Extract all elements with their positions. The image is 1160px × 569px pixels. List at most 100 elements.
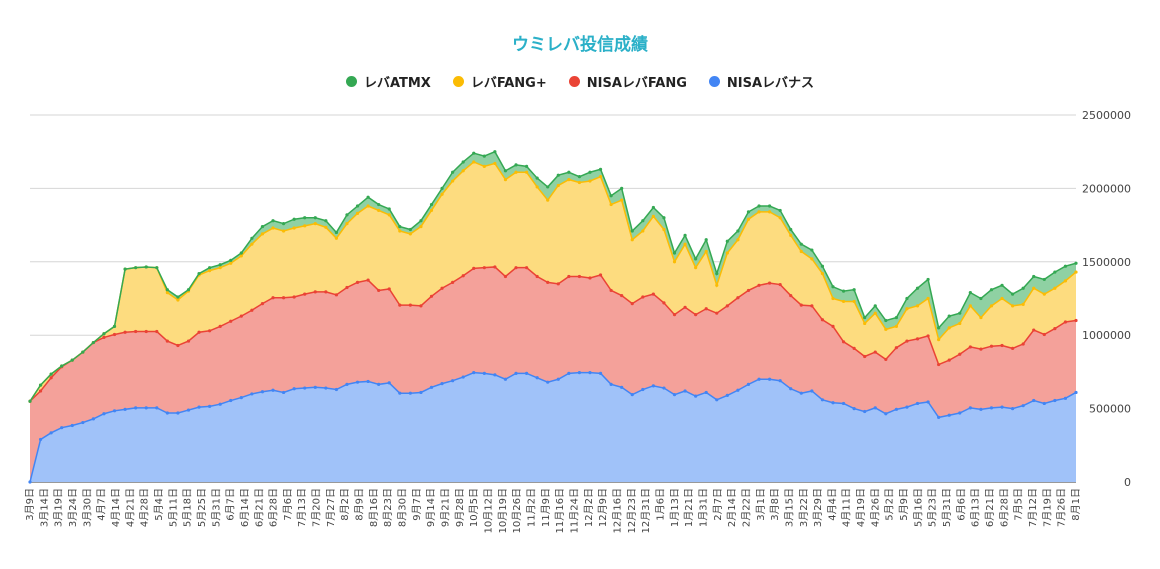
line-nisa-nas-point [841,401,846,406]
line-fang-plus-point [620,198,624,202]
line-atmx-point [630,229,634,233]
line-nisa-nas-point [778,379,782,383]
legend-label-atmx: レバATMX [363,76,431,91]
x-tick-label: 8月23日 [382,488,394,527]
line-nisa-nas-point [461,375,465,379]
line-fang-plus-point [694,266,698,270]
line-fang-plus-point [609,202,613,207]
line-nisa-nas-point [1032,398,1036,403]
x-tick-label: 10月5日 [468,488,480,527]
line-fang-plus-point [165,291,169,295]
line-atmx-point [377,202,381,207]
line-nisa-nas-point [789,387,793,391]
line-atmx-point [493,150,497,154]
line-fang-plus-point [260,232,265,236]
line-atmx-point [683,233,687,237]
line-nisa-fang-point [377,288,381,293]
line-atmx-point [556,173,560,177]
y-tick-label: 1000000 [1082,329,1131,342]
line-atmx-point [884,318,888,323]
line-fang-plus-point [514,170,518,174]
line-atmx-point [799,242,803,246]
line-atmx-point [91,340,95,345]
line-atmx-point [894,315,898,320]
line-nisa-fang-point [841,340,846,344]
line-nisa-fang-point [144,329,148,334]
line-atmx-point [345,213,349,217]
line-nisa-nas-point [218,402,222,406]
line-nisa-nas-point [704,390,708,395]
line-nisa-nas-point [429,385,434,389]
x-tick-label: 7月13日 [296,488,308,527]
x-tick-label: 11月16日 [554,488,566,533]
x-tick-label: 10月19日 [497,488,509,533]
line-nisa-fang-point [1021,342,1025,346]
legend-item-nisa-nas[interactable]: NISAレバナス [708,72,814,91]
line-nisa-fang-point [112,332,117,337]
x-tick-label: 6月21日 [984,488,996,527]
x-tick-label: 2月7日 [712,488,724,521]
x-tick-label: 4月4日 [826,488,838,521]
legend-marker-fang-plus [452,76,464,87]
x-tick-label: 4月7日 [96,488,108,521]
x-tick-label: 5月16日 [912,488,924,527]
line-nisa-nas-point [250,392,254,396]
line-atmx-point [440,186,444,190]
line-atmx-point [208,266,212,270]
line-nisa-nas-point [746,382,751,386]
line-nisa-nas-point [852,407,856,411]
line-nisa-nas-point [303,386,307,390]
line-atmx-point [60,364,64,368]
line-nisa-fang-point [968,345,972,349]
line-fang-plus-point [355,211,360,215]
line-atmx-point [482,154,486,158]
line-fang-plus-point [1042,292,1046,296]
line-nisa-fang-point [281,296,286,300]
line-atmx-point [324,219,328,223]
line-atmx-point [567,170,571,174]
y-tick-label: 0 [1124,476,1131,489]
line-atmx-point [725,239,729,243]
line-fang-plus-point [208,269,212,273]
x-tick-label: 4月26日 [869,488,881,527]
line-nisa-fang-point [852,346,856,351]
line-nisa-nas-point [440,382,444,386]
legend-marker-atmx [345,76,357,87]
line-nisa-nas-point [926,400,930,404]
line-nisa-nas-point [968,406,972,410]
line-atmx-point [155,266,159,270]
line-atmx-point [408,227,412,232]
line-fang-plus-point [556,183,560,188]
line-atmx-point [503,169,508,173]
x-tick-label: 5月31日 [210,488,222,527]
line-atmx-point [577,175,582,179]
line-atmx-point [218,263,222,267]
line-fang-plus-point [1063,279,1068,283]
legend-label-fang-plus: レバFANG+ [470,76,547,91]
legend-item-nisa-fang[interactable]: NISAレバFANG [568,72,687,91]
line-nisa-fang-point [757,283,761,287]
line-atmx-point [810,248,814,252]
line-nisa-nas-point [70,423,74,428]
line-nisa-nas-point [408,391,412,395]
line-fang-plus-point [334,236,339,240]
line-nisa-nas-point [863,409,867,414]
line-nisa-fang-point [884,357,888,362]
legend-item-fang-plus[interactable]: レバFANG+ [452,72,547,91]
line-atmx-point [905,296,909,301]
line-nisa-fang-point [313,290,317,294]
line-nisa-fang-point [229,319,233,323]
line-atmx [29,150,1077,402]
line-fang-plus-point [799,249,803,254]
line-nisa-nas-point [134,406,138,410]
x-tick-label: 6月7日 [225,488,237,521]
area-nisa-nas [30,372,1076,482]
line-nisa-nas-point [281,390,286,395]
line-nisa-fang-point [715,311,719,315]
x-tick-label: 3月9日 [24,488,36,521]
x-tick-label: 5月11日 [167,488,179,527]
legend-item-atmx[interactable]: レバATMX [345,72,431,91]
line-atmx-point [366,195,370,199]
line-nisa-nas-point [609,382,613,386]
line-nisa-nas [29,371,1077,483]
